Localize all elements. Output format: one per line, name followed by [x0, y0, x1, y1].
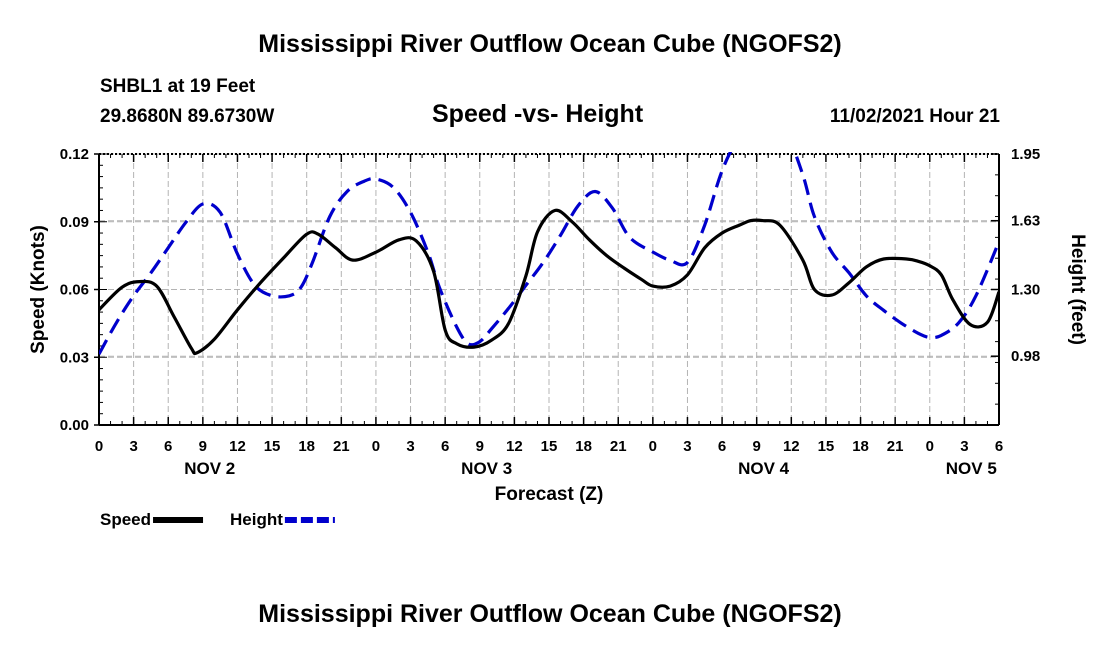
- x-tick-label: 3: [683, 438, 691, 455]
- grid-lines: [99, 153, 999, 425]
- y2-tick-label: 0.98: [1011, 348, 1040, 365]
- chart-subtitle: Speed -vs- Height: [432, 100, 644, 128]
- x-tick-label: 9: [753, 438, 761, 455]
- x-tick-label: 9: [476, 438, 484, 455]
- height-series-line: [99, 152, 999, 355]
- x-tick-label: 21: [333, 438, 350, 455]
- x-tick-label: 15: [818, 438, 835, 455]
- date-label: NOV 2: [184, 459, 235, 478]
- x-tick-label: 15: [541, 438, 558, 455]
- chart-title: Mississippi River Outflow Ocean Cube (NG…: [258, 30, 842, 58]
- y-tick-label: 0.12: [60, 146, 89, 163]
- y2-tick-label: 1.63: [1011, 213, 1040, 230]
- date-label: NOV 5: [946, 459, 997, 478]
- x-tick-label: 6: [164, 438, 172, 455]
- y-axis-title: Speed (Knots): [28, 225, 49, 354]
- legend-label-speed: Speed: [100, 510, 151, 529]
- x-tick-label: 3: [960, 438, 968, 455]
- x-tick-label: 21: [887, 438, 904, 455]
- forecast-datetime: 11/02/2021 Hour 21: [829, 106, 1000, 127]
- station-label: SHBL1 at 19 Feet: [100, 76, 256, 97]
- coordinates-label: 29.8680N 89.6730W: [100, 106, 275, 127]
- date-label: NOV 4: [738, 459, 790, 478]
- y2-tick-label: 1.30: [1011, 282, 1040, 299]
- y2-axis-title: Height (feet): [1067, 234, 1088, 345]
- repeated-chart-title: Mississippi River Outflow Ocean Cube (NG…: [258, 600, 842, 628]
- x-tick-label: 6: [995, 438, 1003, 455]
- x-tick-label: 3: [406, 438, 414, 455]
- x-tick-label: 3: [129, 438, 137, 455]
- x-tick-label: 18: [575, 438, 592, 455]
- x-tick-label: 18: [852, 438, 869, 455]
- y-tick-label: 0.00: [60, 417, 89, 434]
- y-tick-label: 0.09: [60, 214, 89, 231]
- legend-label-height: Height: [230, 510, 283, 529]
- x-tick-label: 6: [441, 438, 449, 455]
- speed-series-line: [99, 208, 999, 356]
- x-tick-label: 12: [229, 438, 246, 455]
- x-tick-label: 12: [506, 438, 523, 455]
- x-tick-label: 15: [264, 438, 281, 455]
- x-tick-label: 21: [610, 438, 627, 455]
- x-axis-title: Forecast (Z): [495, 484, 604, 505]
- y-tick-label: 0.06: [60, 282, 89, 299]
- y2-tick-label: 1.95: [1011, 146, 1040, 163]
- x-tick-label: 12: [783, 438, 800, 455]
- x-tick-label: 0: [95, 438, 103, 455]
- x-tick-label: 0: [649, 438, 657, 455]
- x-tick-label: 9: [199, 438, 207, 455]
- x-tick-label: 0: [926, 438, 934, 455]
- x-tick-label: 0: [372, 438, 380, 455]
- x-tick-label: 18: [298, 438, 315, 455]
- y-tick-label: 0.03: [60, 349, 89, 366]
- x-tick-label: 6: [718, 438, 726, 455]
- date-label: NOV 3: [461, 459, 512, 478]
